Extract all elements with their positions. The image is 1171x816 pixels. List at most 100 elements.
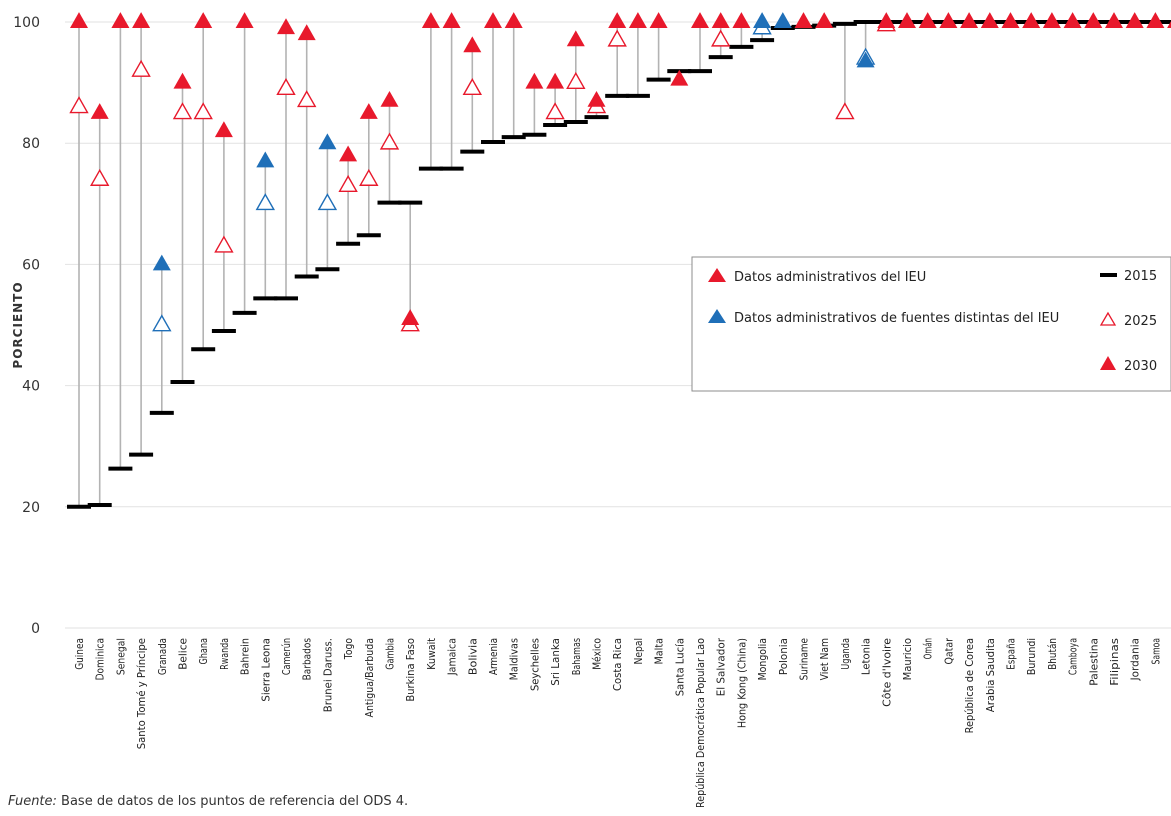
mark-2030-oman [918, 12, 937, 29]
mark-2030-espana [1001, 12, 1020, 29]
legend-ieu-label: Datos administrativos del IEU [734, 270, 926, 285]
x-tick-label: Gambia [384, 638, 397, 670]
mark-2025-dominica [89, 168, 110, 186]
mark-2025-bahamas [566, 71, 586, 89]
x-tick-label: Letonia [860, 638, 873, 675]
x-tick-label: Arabia Saudita [984, 638, 997, 712]
x-tick-label: Antigua/Barbuda [363, 638, 376, 718]
x-tick-label: Santo Tomé y Príncipe [135, 638, 148, 750]
x-tick-label: Belice [177, 638, 190, 670]
x-tick-label: Uganda [839, 638, 852, 670]
mark-2030-hong-kong-china [732, 12, 751, 29]
x-tick-label: Burundi [1025, 638, 1038, 675]
x-tick-label: Qatar [942, 638, 955, 665]
mark-2030-antigua-barbuda [359, 103, 378, 119]
x-tick-label: Nepal [632, 638, 645, 665]
x-tick-label: Jordania [1129, 638, 1142, 681]
mark-2025-el-salvador [710, 29, 731, 47]
mark-2025-sri-lanka [545, 102, 565, 120]
mark-2030-bhutan [1042, 12, 1061, 29]
mark-2030-costa-rica [608, 12, 627, 29]
x-tick-label: Rwanda [218, 638, 231, 670]
mark-2025-brunei-daruss [317, 193, 338, 211]
mark-2030-kuwait [421, 12, 440, 29]
mark-2030-nepal [628, 12, 647, 29]
x-tick-label: Ghana [197, 638, 210, 665]
mark-2030-mexico [587, 90, 606, 107]
mark-2030-armenia [484, 12, 502, 29]
legend-2025-label: 2025 [1124, 314, 1157, 329]
mark-2030-letonia [856, 51, 875, 68]
mark-2030-qatar [939, 12, 958, 29]
x-tick-label: El Salvador [715, 638, 728, 697]
x-tick-label: Costa Rica [611, 638, 624, 691]
mark-2030-burkina-faso [401, 309, 420, 325]
mark-2030-sierra-leona [256, 151, 275, 168]
y-axis: 0 20 40 60 80 100 [13, 15, 40, 637]
x-tick-label: Jamaica [446, 638, 459, 676]
mark-2030-republica-democratica-popular-lao [691, 12, 709, 29]
mark-2030-sri-lanka [546, 72, 565, 89]
mark-2025-santo-tome-y-principe [131, 59, 151, 77]
mark-2030-burundi [1022, 12, 1041, 29]
mark-2030-camerun [277, 18, 295, 35]
mark-2025-antigua-barbuda [359, 168, 379, 186]
x-tick-label: Kuwait [425, 637, 438, 669]
mark-2025-gambia [379, 132, 400, 150]
mark-2025-bolivia [462, 77, 483, 96]
x-tick-label: Santa Lucía [673, 638, 686, 696]
y-tick-label: 0 [31, 621, 40, 637]
mark-2030-filipinas [1105, 12, 1123, 29]
mark-2030-granada [152, 254, 171, 271]
mark-2030-belice [173, 72, 192, 89]
source-text: Base de datos de los puntos de referenci… [56, 794, 409, 809]
mark-2030-tuvalu [1167, 21, 1171, 29]
mark-2025-camerun [276, 77, 296, 96]
mark-2030-senegal [111, 12, 130, 29]
x-tick-label: Seychelles [528, 638, 541, 691]
x-tick-label: Barbados [301, 638, 314, 681]
x-tick-label: República de Corea [963, 638, 976, 733]
x-tick-label: Mauricio [901, 638, 914, 681]
x-tick-label: Filipinas [1108, 638, 1121, 686]
x-tick-label: México [591, 638, 604, 670]
x-tick-label: Camerún [280, 638, 293, 675]
legend-2030-icon [1100, 356, 1116, 370]
mark-2030-brunei-daruss [318, 133, 337, 150]
x-tick-label: Hong Kong (China) [735, 638, 748, 728]
mark-2030-bahamas [566, 30, 585, 47]
mark-2030-arabia-saudita [980, 12, 999, 29]
mark-2030-rwanda [214, 121, 233, 138]
x-tick-label: Palestina [1087, 638, 1100, 686]
series-stems [78, 22, 888, 507]
legend: Datos administrativos del IEU Datos admi… [691, 256, 1171, 392]
x-tick-label: Maldivas [508, 638, 521, 681]
mark-2030-malta [649, 12, 668, 29]
mark-2025-uganda [835, 102, 855, 120]
x-tick-label: Burkina Faso [404, 638, 417, 702]
mark-2030-el-salvador [711, 12, 730, 29]
mark-2025-sierra-leona [255, 193, 276, 211]
legend-other-label: Datos administrativos de fuentes distint… [734, 311, 1059, 326]
x-tick-label: Mongolia [756, 638, 769, 680]
mark-2030-camboya [1063, 12, 1082, 29]
mark-2030-bolivia [463, 36, 482, 53]
x-tick-label: Dominica [94, 638, 107, 680]
x-tick-label: Polonia [777, 638, 790, 675]
x-tick-label: Viet Nam [818, 638, 831, 680]
mark-2030-samoa [1146, 12, 1165, 29]
source-label: Fuente: [8, 794, 57, 809]
x-tick-label: Bahamas [570, 638, 583, 675]
mark-2030-dominica [90, 103, 109, 119]
mark-2030-jamaica [442, 12, 461, 29]
x-tick-label: Sri Lanka [549, 638, 562, 686]
mark-2030-palestina [1084, 12, 1103, 29]
x-tick-label: Samoa [1149, 638, 1162, 665]
mark-2030-jordania [1125, 12, 1144, 29]
legend-ieu-icon [708, 268, 726, 282]
y-tick-label: 20 [22, 500, 40, 516]
x-tick-label: Côte d'Ivoire [880, 638, 893, 707]
mark-2025-costa-rica [607, 29, 627, 47]
mark-2030-bahrein [235, 12, 254, 29]
